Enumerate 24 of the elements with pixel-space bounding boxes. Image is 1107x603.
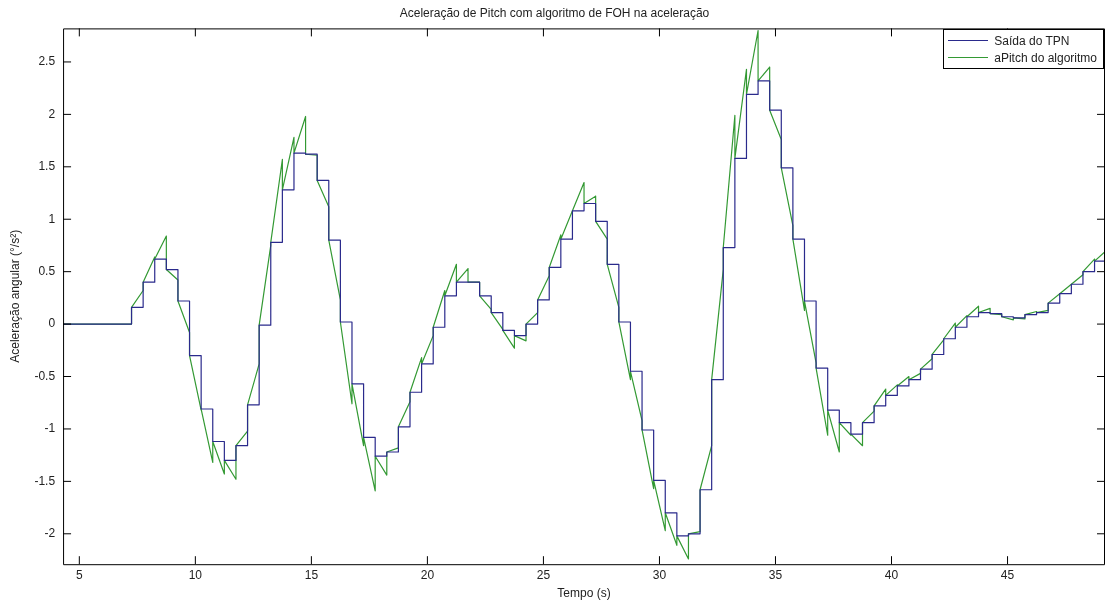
x-axis-title: Tempo (s) (557, 586, 611, 601)
chart-title: Aceleração de Pitch com algoritmo de FOH na aceleração (399, 5, 710, 20)
y-tick-label: 2.5 (38, 54, 56, 69)
x-tick-label: 5 (75, 567, 83, 582)
x-tick-label: 20 (420, 567, 435, 582)
y-tick-label: -0.5 (34, 368, 56, 383)
x-tick-label: 10 (188, 567, 203, 582)
y-tick-label: -2 (44, 526, 56, 541)
y-tick-label: 2 (48, 106, 56, 121)
y-tick-label: -1.5 (34, 473, 56, 488)
y-tick-label: 1 (48, 211, 56, 226)
x-tick-label: 15 (304, 567, 319, 582)
x-tick-label: 35 (768, 567, 783, 582)
legend-label: Saída do TPN (994, 33, 1070, 48)
x-tick-label: 40 (884, 567, 899, 582)
x-tick-label: 30 (652, 567, 667, 582)
y-tick-label: -1 (44, 421, 56, 436)
legend-label: aPitch do algoritmo (994, 50, 1097, 65)
x-tick-label: 45 (1000, 567, 1015, 582)
y-tick-label: 0 (48, 316, 56, 331)
x-tick-label: 25 (536, 567, 551, 582)
y-tick-label: 0.5 (38, 263, 56, 278)
y-tick-label: 1.5 (38, 159, 56, 174)
y-axis-title: Aceleração angular (°/s²) (7, 229, 22, 363)
